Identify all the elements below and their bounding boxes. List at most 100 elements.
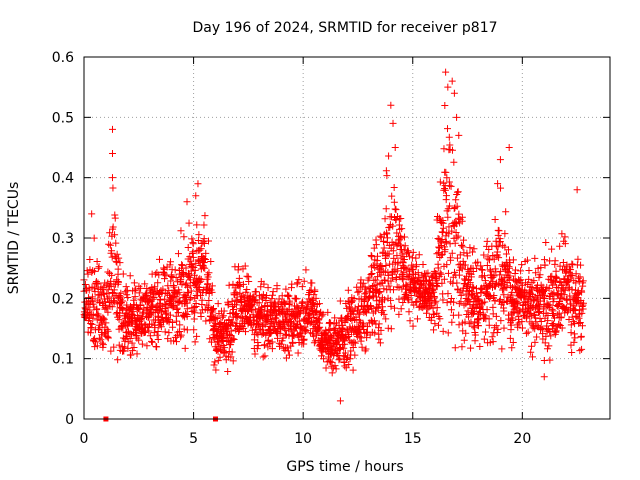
data-point bbox=[122, 283, 130, 291]
data-point bbox=[444, 329, 452, 337]
data-point bbox=[409, 248, 417, 256]
data-point bbox=[182, 279, 190, 287]
data-point bbox=[577, 332, 585, 340]
data-point bbox=[263, 292, 271, 300]
data-point bbox=[550, 289, 558, 297]
data-point bbox=[167, 273, 175, 281]
data-point bbox=[200, 264, 208, 272]
data-point bbox=[416, 287, 424, 295]
data-point bbox=[368, 305, 376, 313]
data-point bbox=[552, 274, 560, 282]
data-point bbox=[367, 263, 375, 271]
data-point bbox=[458, 241, 466, 249]
data-point bbox=[393, 252, 401, 260]
data-point bbox=[481, 277, 489, 285]
data-point bbox=[460, 336, 468, 344]
data-point bbox=[192, 299, 200, 307]
data-point bbox=[269, 291, 277, 299]
data-point bbox=[341, 340, 349, 348]
x-tick-label: 15 bbox=[404, 431, 422, 447]
data-point bbox=[560, 275, 568, 283]
data-point bbox=[372, 276, 380, 284]
data-point-spike bbox=[108, 174, 116, 182]
data-point bbox=[224, 300, 232, 308]
data-point bbox=[81, 304, 89, 312]
data-point bbox=[448, 227, 456, 235]
data-point bbox=[217, 346, 225, 354]
data-point bbox=[471, 331, 479, 339]
data-point bbox=[487, 267, 495, 275]
data-point bbox=[388, 213, 396, 221]
data-point bbox=[419, 260, 427, 268]
data-points bbox=[80, 68, 587, 422]
data-point bbox=[282, 285, 290, 293]
data-point bbox=[169, 282, 177, 290]
data-point bbox=[296, 329, 304, 337]
data-point bbox=[235, 274, 243, 282]
data-point bbox=[228, 348, 236, 356]
data-point bbox=[318, 312, 326, 320]
data-point bbox=[194, 237, 202, 245]
data-point bbox=[234, 313, 242, 321]
data-point bbox=[328, 358, 336, 366]
data-point bbox=[169, 323, 177, 331]
data-point bbox=[126, 272, 134, 280]
data-point bbox=[509, 314, 517, 322]
data-point bbox=[224, 367, 232, 375]
data-point bbox=[100, 315, 108, 323]
data-point bbox=[402, 281, 410, 289]
data-point bbox=[486, 256, 494, 264]
data-point bbox=[572, 279, 580, 287]
data-point bbox=[370, 244, 378, 252]
data-point bbox=[390, 198, 398, 206]
data-point bbox=[171, 266, 179, 274]
data-point bbox=[373, 281, 381, 289]
data-point bbox=[281, 300, 289, 308]
data-point bbox=[533, 322, 541, 330]
data-point bbox=[349, 366, 357, 374]
data-point bbox=[437, 270, 445, 278]
data-point bbox=[214, 300, 222, 308]
data-point bbox=[399, 299, 407, 307]
data-point bbox=[94, 264, 102, 272]
data-point bbox=[462, 329, 470, 337]
data-point bbox=[436, 269, 444, 277]
data-point bbox=[81, 281, 89, 289]
data-point bbox=[180, 233, 188, 241]
data-point bbox=[492, 312, 500, 320]
data-point bbox=[376, 339, 384, 347]
data-point bbox=[556, 242, 564, 250]
data-point bbox=[466, 279, 474, 287]
data-point bbox=[451, 344, 459, 352]
data-point bbox=[371, 329, 379, 337]
data-point bbox=[541, 291, 549, 299]
data-point bbox=[294, 279, 302, 287]
data-point bbox=[106, 229, 114, 237]
data-point bbox=[95, 326, 103, 334]
data-point-spike bbox=[391, 144, 399, 151]
data-point-spike bbox=[496, 156, 504, 164]
data-point bbox=[568, 272, 576, 280]
data-point bbox=[198, 296, 206, 304]
data-point bbox=[300, 277, 308, 285]
data-point bbox=[482, 328, 490, 336]
data-point bbox=[570, 338, 578, 346]
data-point bbox=[447, 295, 455, 303]
data-point bbox=[456, 288, 464, 296]
data-point bbox=[556, 262, 564, 270]
data-point-spike bbox=[505, 144, 513, 151]
data-point bbox=[228, 318, 236, 326]
data-point bbox=[292, 295, 300, 303]
data-point bbox=[507, 321, 515, 329]
data-point bbox=[485, 315, 493, 323]
data-point bbox=[514, 323, 522, 331]
data-point bbox=[371, 264, 379, 272]
data-point bbox=[229, 357, 237, 365]
data-point bbox=[443, 174, 451, 182]
data-point bbox=[115, 341, 123, 349]
data-point bbox=[156, 306, 164, 314]
data-point bbox=[283, 319, 291, 327]
data-point bbox=[508, 344, 516, 352]
data-point bbox=[412, 298, 420, 306]
data-point bbox=[397, 234, 405, 242]
